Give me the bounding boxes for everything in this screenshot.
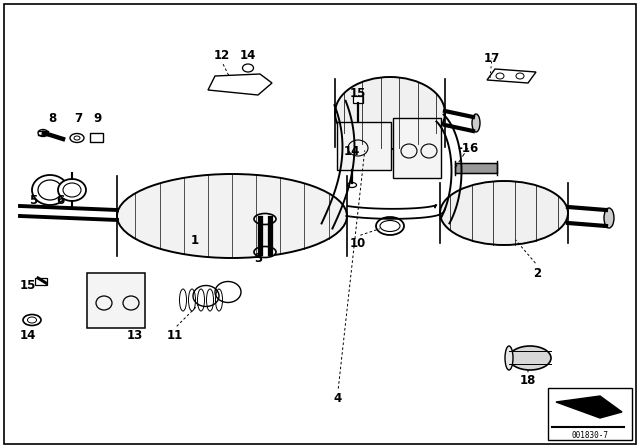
Ellipse shape [604, 208, 614, 228]
Ellipse shape [472, 114, 480, 132]
Text: 4: 4 [334, 392, 342, 405]
Text: 18: 18 [520, 374, 536, 387]
Ellipse shape [243, 64, 253, 72]
Text: 12: 12 [214, 48, 230, 61]
Polygon shape [487, 69, 536, 83]
Ellipse shape [70, 134, 84, 142]
Bar [337, 122, 391, 170]
Bar [87, 273, 145, 328]
Ellipse shape [254, 214, 276, 224]
Polygon shape [208, 74, 272, 95]
Ellipse shape [189, 289, 195, 311]
Ellipse shape [207, 289, 214, 311]
Text: 10: 10 [350, 237, 366, 250]
Bar [353, 96, 363, 103]
Bar [548, 388, 632, 440]
Text: 6: 6 [56, 194, 64, 207]
Text: 15: 15 [20, 279, 36, 292]
Ellipse shape [58, 179, 86, 201]
Polygon shape [556, 396, 622, 418]
Ellipse shape [216, 289, 223, 311]
Text: 13: 13 [127, 328, 143, 341]
Text: 5: 5 [29, 194, 37, 207]
Text: 14: 14 [344, 145, 360, 158]
Text: 2: 2 [533, 267, 541, 280]
Ellipse shape [509, 346, 551, 370]
Ellipse shape [335, 77, 445, 149]
Bar [35, 278, 47, 285]
Text: 1: 1 [191, 233, 199, 246]
Text: 7: 7 [74, 112, 82, 125]
Ellipse shape [179, 289, 186, 311]
Text: 15: 15 [350, 86, 366, 99]
Polygon shape [90, 133, 103, 142]
Text: 001830-7: 001830-7 [572, 431, 609, 439]
Bar [393, 118, 441, 178]
Text: 11: 11 [167, 328, 183, 341]
Ellipse shape [117, 174, 347, 258]
Text: 14: 14 [240, 48, 256, 61]
Text: -16: -16 [458, 142, 479, 155]
Text: 3: 3 [254, 251, 262, 264]
Text: 17: 17 [484, 52, 500, 65]
Text: 9: 9 [93, 112, 101, 125]
Bar [455, 163, 497, 173]
Text: 14: 14 [20, 328, 36, 341]
Ellipse shape [440, 181, 568, 245]
Ellipse shape [198, 289, 205, 311]
Ellipse shape [505, 346, 513, 370]
Ellipse shape [23, 314, 41, 326]
Ellipse shape [38, 129, 48, 137]
Ellipse shape [32, 175, 68, 205]
Ellipse shape [376, 217, 404, 235]
Text: 8: 8 [48, 112, 56, 125]
Ellipse shape [254, 246, 276, 258]
